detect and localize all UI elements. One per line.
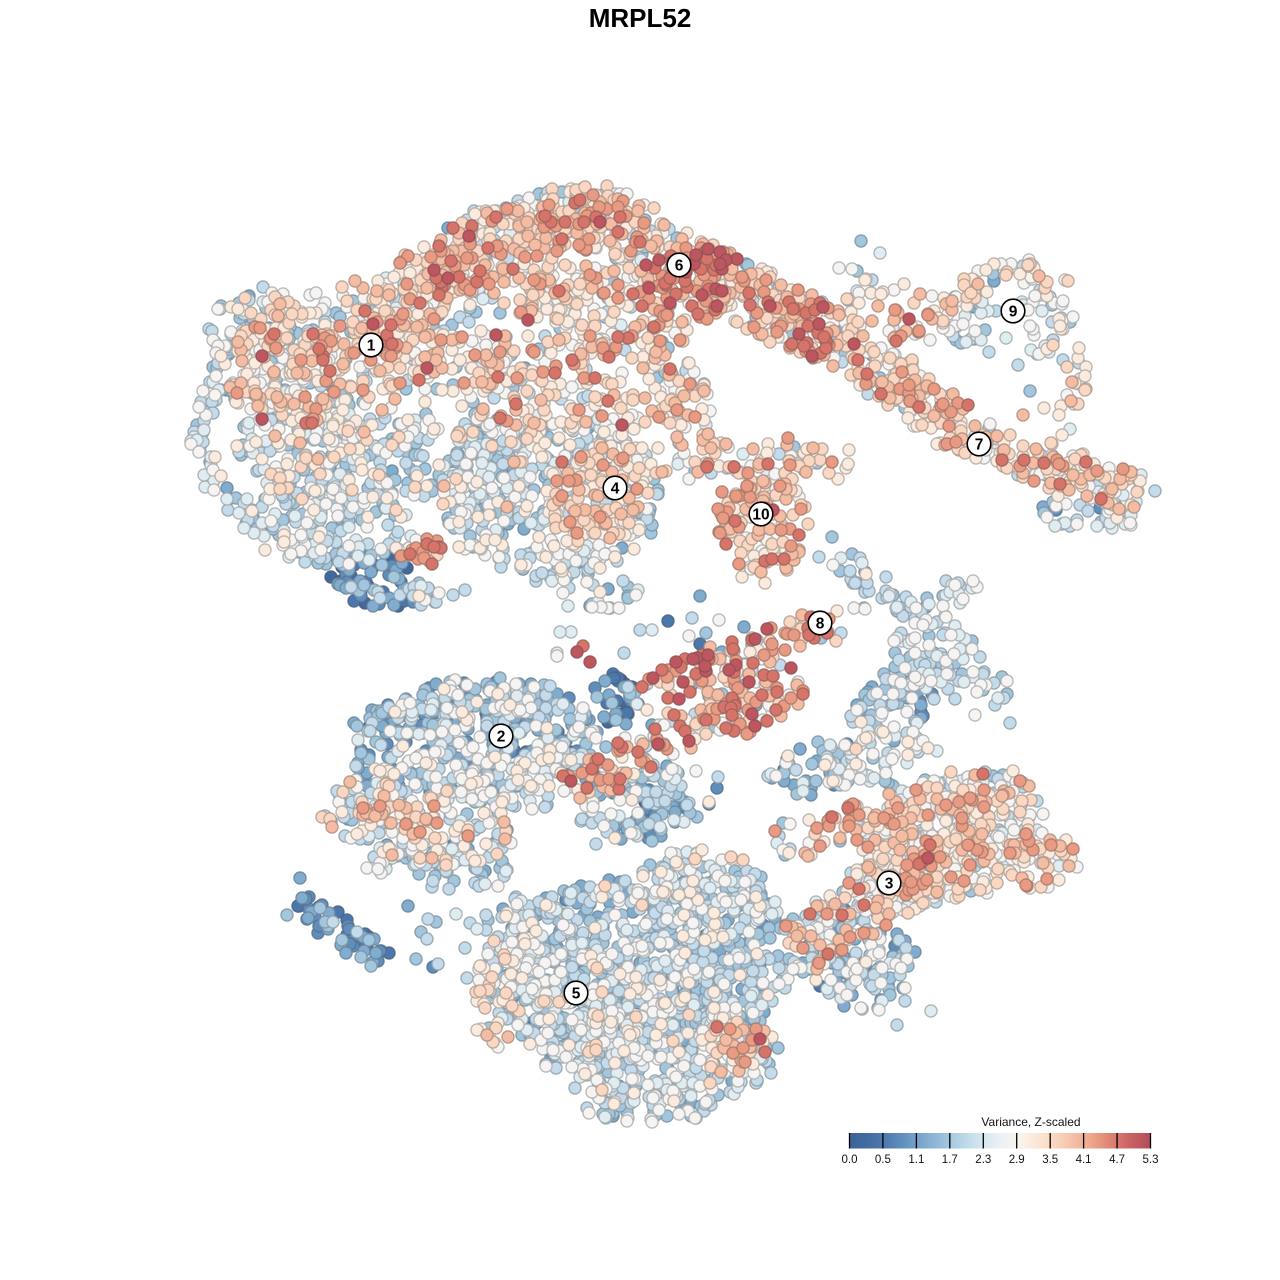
svg-text:MRPL52: MRPL52 [589, 3, 692, 33]
